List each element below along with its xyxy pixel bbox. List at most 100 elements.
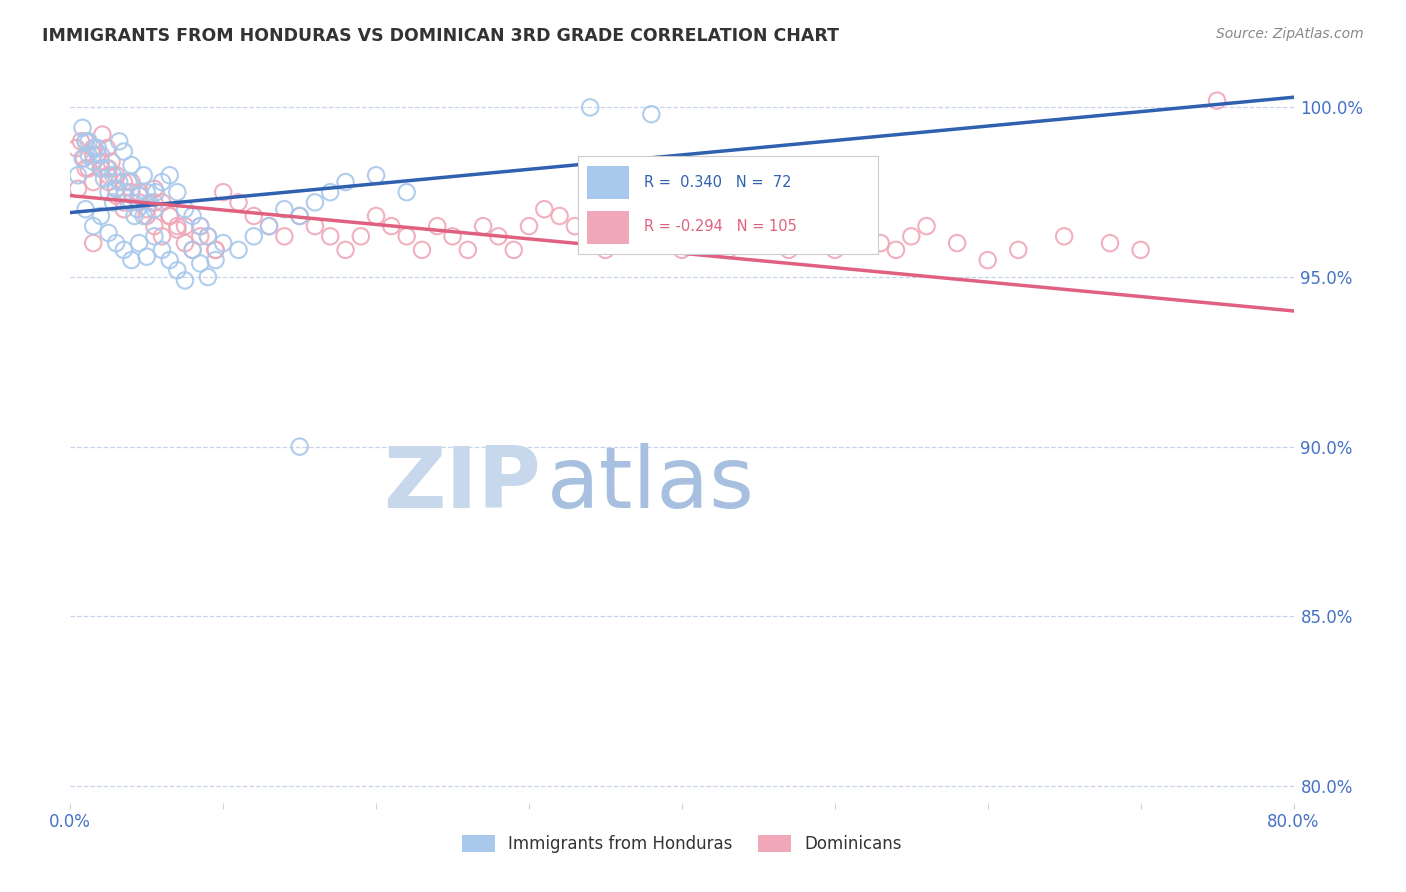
Point [640,219,662,234]
Point [128,195,150,210]
Point [101,195,124,210]
Point [159,168,181,182]
Point [228,195,250,210]
Point [181,243,204,257]
Point [93,171,115,186]
Point [100,154,122,169]
Point [83,141,105,155]
Point [82,148,104,162]
Point [150,229,173,244]
Point [143,229,166,244]
Point [82,141,104,155]
Point [579,229,602,244]
Point [143,182,166,196]
Point [884,243,907,257]
Point [243,209,266,223]
Point [671,243,693,257]
Point [350,229,373,244]
Point [319,185,342,199]
Point [174,202,197,217]
Point [82,236,104,251]
Point [82,175,104,189]
Point [77,148,100,162]
Point [121,185,143,199]
Point [288,440,311,454]
Point [90,154,112,169]
Point [426,219,449,234]
Point [855,229,877,244]
Point [105,182,128,196]
Point [75,202,97,217]
Point [73,151,96,165]
Point [124,209,146,223]
Point [197,270,219,285]
Point [97,226,120,240]
Point [188,219,211,234]
Point [143,202,166,217]
Point [108,134,131,148]
Point [204,243,226,257]
Point [101,168,124,182]
Point [839,219,862,234]
Point [212,185,235,199]
Point [610,229,633,244]
Legend: Immigrants from Honduras, Dominicans: Immigrants from Honduras, Dominicans [456,828,908,860]
Point [121,175,143,189]
Point [112,243,135,257]
Point [488,229,510,244]
Point [655,236,678,251]
Point [976,253,998,268]
Point [793,229,815,244]
Point [90,148,112,162]
Point [128,188,150,202]
Text: IMMIGRANTS FROM HONDURAS VS DOMINICAN 3RD GRADE CORRELATION CHART: IMMIGRANTS FROM HONDURAS VS DOMINICAN 3R… [42,27,839,45]
Point [204,243,226,257]
Point [197,229,219,244]
Point [96,141,118,155]
Point [112,175,135,189]
Point [143,219,166,234]
Point [640,107,662,121]
Point [159,209,181,223]
Text: atlas: atlas [547,443,755,526]
Point [66,182,89,196]
Point [90,161,112,176]
Point [288,209,311,223]
Point [105,188,128,202]
Point [77,161,100,176]
Point [159,253,181,268]
Point [181,243,204,257]
Point [212,236,235,251]
Point [66,168,89,182]
Point [132,209,155,223]
Point [108,175,131,189]
Point [548,209,571,223]
Point [75,134,97,148]
Point [97,161,120,176]
Point [1129,243,1152,257]
Point [1099,236,1122,251]
Point [166,219,188,234]
Point [1206,94,1229,108]
Point [150,175,173,189]
Point [457,243,479,257]
Point [824,243,846,257]
Point [517,219,540,234]
Point [145,185,167,199]
Point [188,219,211,234]
Point [257,219,280,234]
Point [204,253,226,268]
Point [65,141,87,155]
Point [319,229,342,244]
Point [228,243,250,257]
Point [166,263,188,277]
Point [335,243,357,257]
Point [128,236,150,251]
Point [174,219,197,234]
Point [117,175,139,189]
Point [502,243,524,257]
Point [166,185,188,199]
Point [112,195,135,210]
Point [733,219,755,234]
Point [135,250,157,264]
